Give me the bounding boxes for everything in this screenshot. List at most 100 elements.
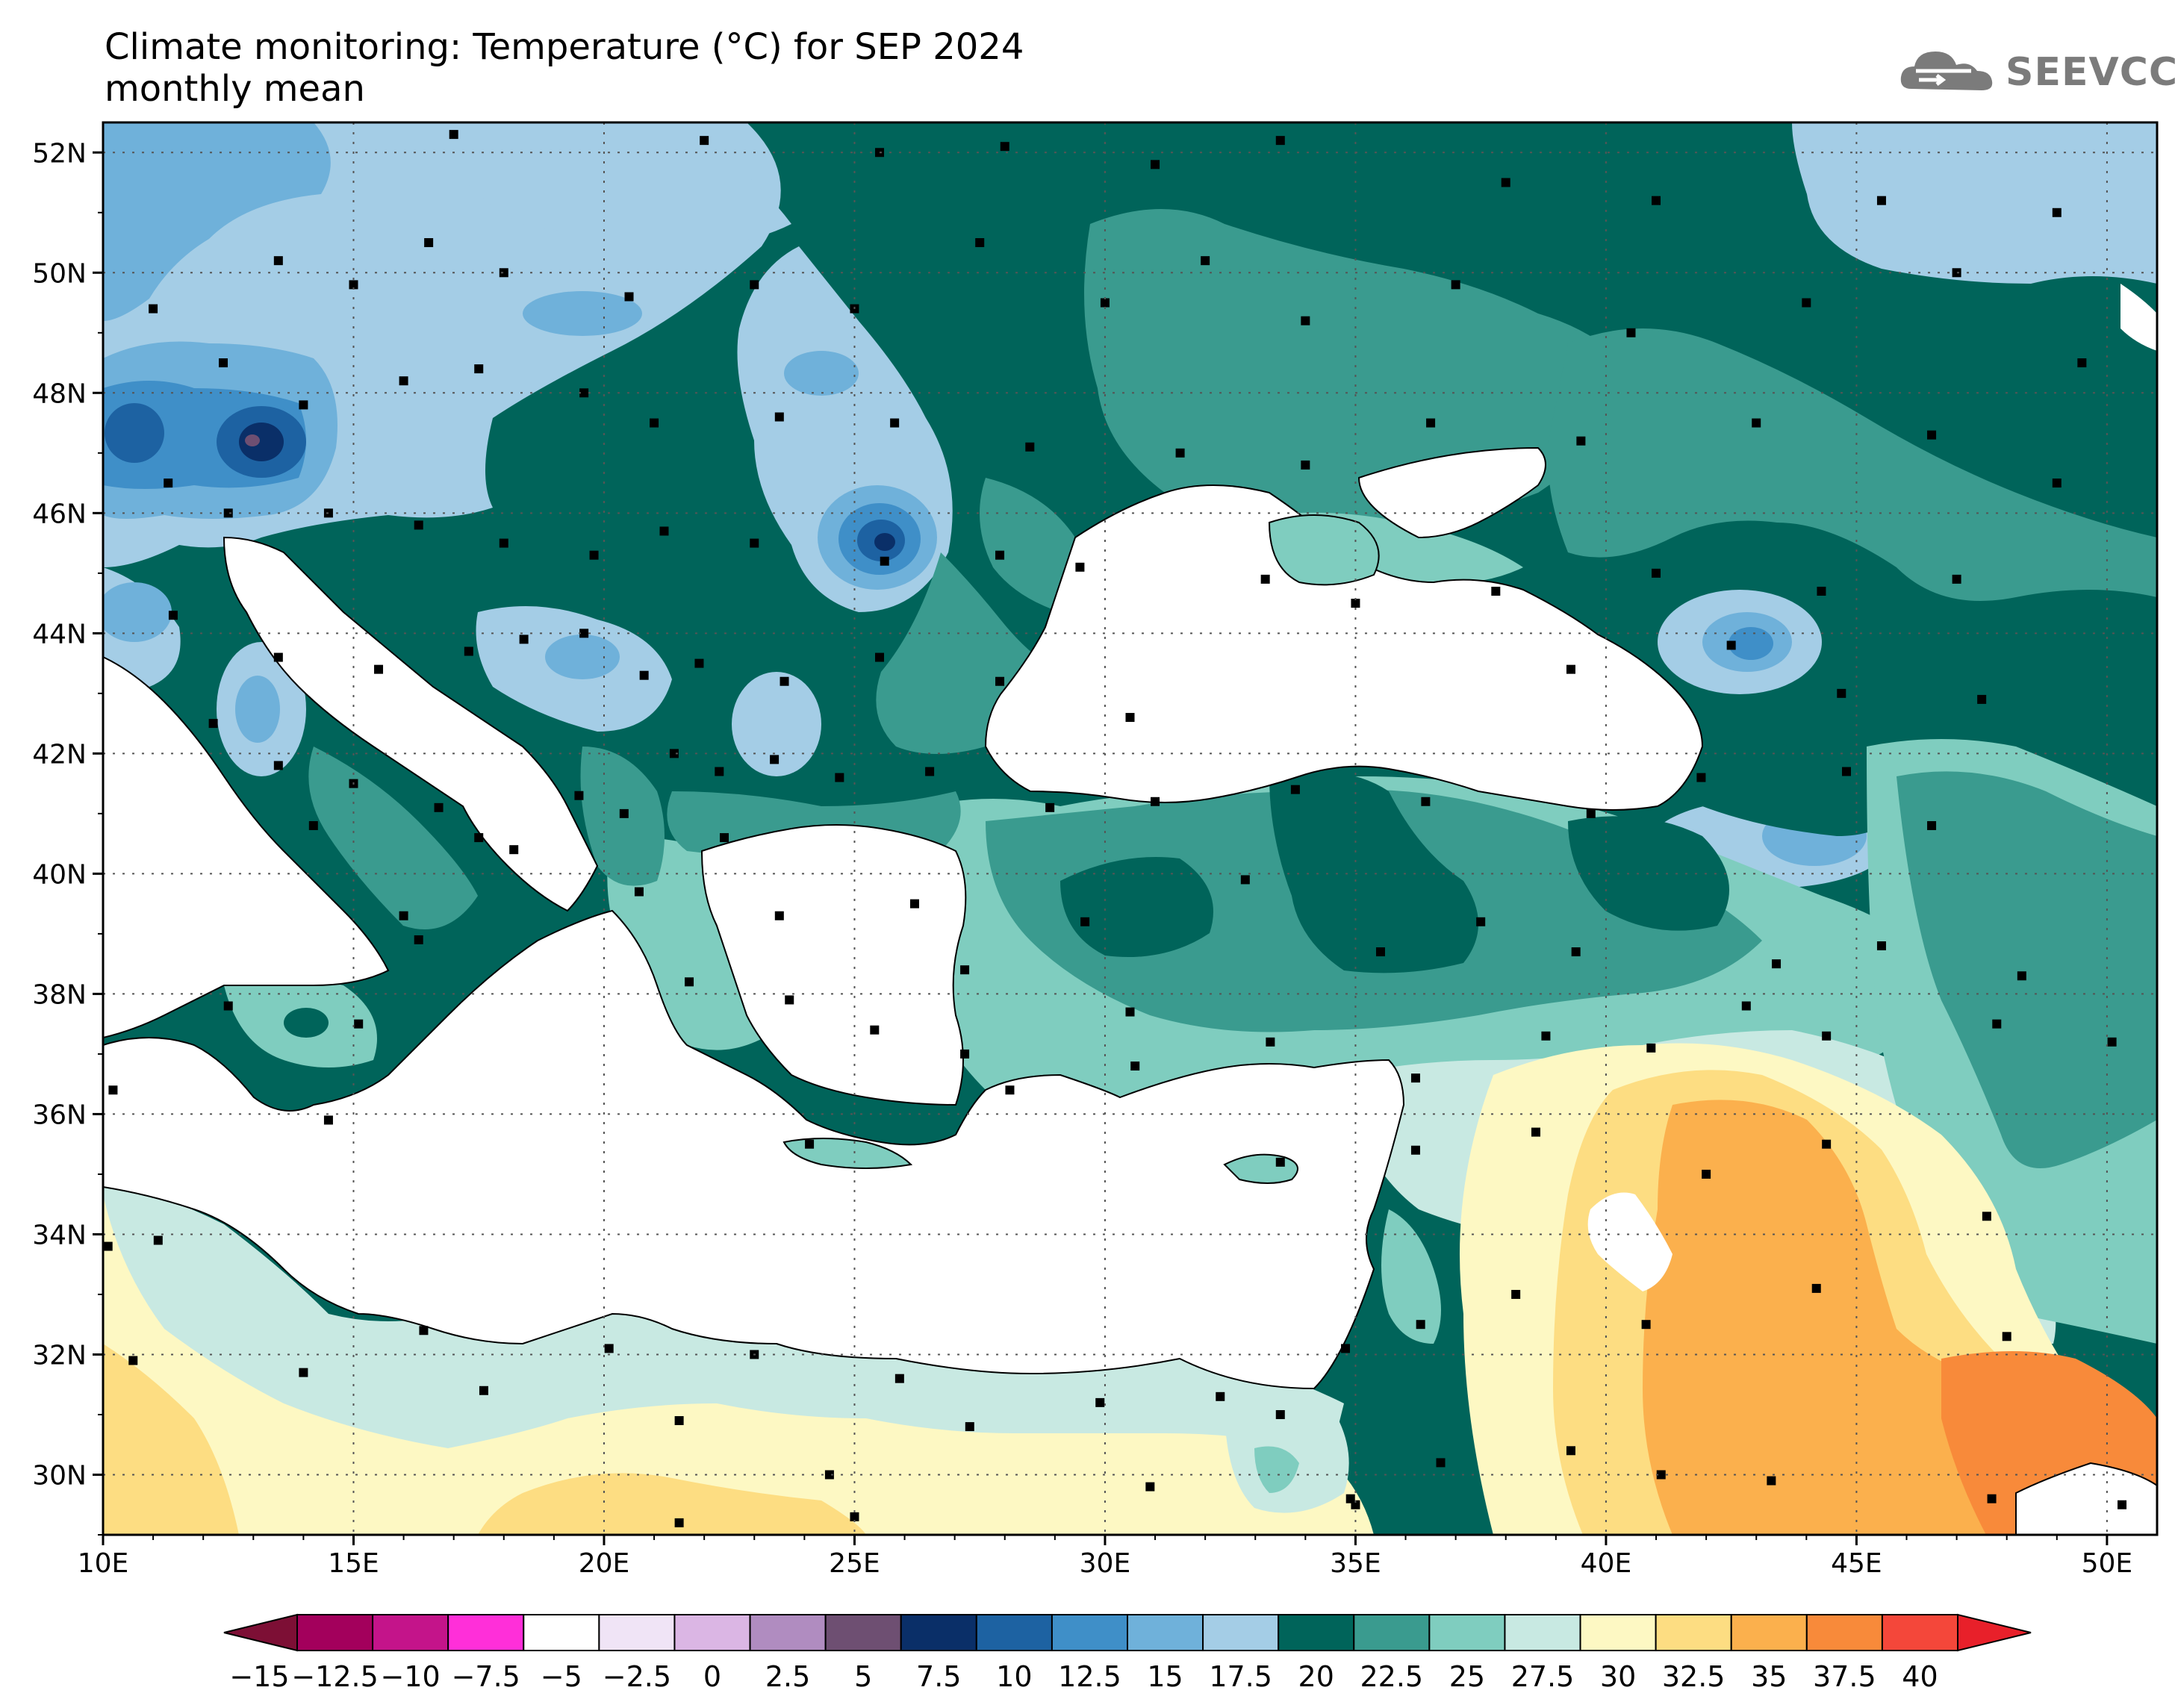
lat-tick-label: 52N — [32, 138, 87, 169]
colorbar-label: 7.5 — [916, 1660, 961, 1693]
colorbar-swatch — [1127, 1614, 1204, 1651]
colorbar-swatch — [975, 1614, 1053, 1651]
station-marker — [1656, 1470, 1666, 1480]
station-marker — [479, 1386, 488, 1395]
station-marker — [164, 479, 173, 488]
station-marker — [2107, 1037, 2117, 1047]
station-marker — [1811, 1283, 1821, 1293]
station-marker — [604, 1344, 614, 1353]
station-marker — [1702, 1169, 1711, 1179]
station-marker — [715, 767, 724, 776]
colorbar-swatch — [447, 1614, 525, 1651]
station-marker — [639, 670, 649, 680]
station-marker — [659, 526, 669, 536]
station-marker — [349, 280, 358, 290]
colorbar-swatch — [1730, 1614, 1808, 1651]
station-marker — [1982, 1212, 1991, 1221]
station-marker — [1075, 562, 1085, 572]
region-swiss-7 — [105, 403, 164, 463]
colorbar-swatch — [372, 1614, 449, 1651]
station-marker — [223, 508, 233, 518]
station-marker — [1476, 917, 1486, 926]
station-marker — [2017, 971, 2026, 981]
region-syria-white — [1587, 1192, 1673, 1291]
station-marker — [374, 664, 384, 674]
region-italy-south-20 — [308, 747, 478, 929]
station-marker — [128, 1356, 138, 1365]
station-marker — [1275, 1157, 1285, 1167]
station-marker — [1491, 586, 1501, 596]
station-marker — [1025, 442, 1035, 452]
lat-tick-label: 38N — [32, 979, 87, 1010]
sea-azov — [1357, 446, 1546, 539]
station-marker — [1100, 298, 1110, 308]
station-marker — [1240, 875, 1250, 885]
station-marker — [574, 791, 584, 800]
region-moldova-20 — [980, 478, 1080, 612]
station-marker — [1652, 568, 1661, 578]
station-marker — [509, 845, 519, 855]
station-marker — [1726, 640, 1736, 650]
station-marker — [894, 1374, 904, 1383]
colorbar-label: 12.5 — [1058, 1660, 1121, 1693]
station-marker — [824, 1470, 834, 1480]
station-marker — [1576, 436, 1586, 446]
station-marker — [2002, 1332, 2011, 1341]
station-marker — [223, 1001, 233, 1011]
region-iran-20 — [1896, 771, 2157, 1168]
station-marker — [1822, 1139, 1832, 1149]
colorbar-label: −7.5 — [452, 1660, 520, 1693]
colorbar-label: 20 — [1298, 1660, 1334, 1693]
station-marker — [414, 520, 423, 530]
lat-tick-label: 48N — [32, 378, 87, 409]
colorbar-swatch — [900, 1614, 977, 1651]
colorbar-label: 37.5 — [1813, 1660, 1876, 1693]
station-marker — [1822, 1031, 1832, 1041]
station-marker — [909, 899, 919, 908]
station-marker — [419, 1326, 429, 1335]
station-marker — [2052, 208, 2062, 217]
logo-text: SEEVCCC — [2006, 50, 2175, 95]
colorbar-label: 40 — [1902, 1660, 1938, 1693]
colorbar-swatch — [1805, 1614, 1883, 1651]
station-marker — [700, 136, 709, 146]
station-marker — [1927, 430, 1937, 440]
station-marker — [685, 977, 694, 987]
colorbar-swatch — [296, 1614, 374, 1651]
station-marker — [1586, 808, 1596, 818]
station-marker — [1571, 947, 1581, 957]
region-russia-ne-15 — [1792, 122, 2157, 284]
colorbar-swatch — [824, 1614, 902, 1651]
region-slovakia-12 — [523, 291, 642, 336]
region-carp-north-12 — [784, 351, 859, 396]
station-marker — [1410, 1145, 1420, 1155]
colorbar-label: 10 — [996, 1660, 1032, 1693]
region-caucasus-10 — [1729, 627, 1773, 660]
station-marker — [449, 130, 458, 140]
latitude-axis: 30N 32N 34N 36N 38N 40N 42N 44N 46N 48N 50N 52N — [32, 138, 103, 1536]
colorbar-swatch — [1353, 1614, 1431, 1651]
region-apennine-12 — [103, 582, 172, 642]
station-marker — [1130, 1062, 1140, 1071]
map-frame — [102, 121, 2159, 1536]
station-marker — [1301, 316, 1310, 325]
land-crimea — [1268, 514, 1380, 586]
station-marker — [2118, 1500, 2127, 1509]
station-marker — [219, 358, 228, 368]
colorbar-label: −12.5 — [291, 1660, 378, 1693]
lat-tick-label: 44N — [32, 619, 87, 649]
station-marker — [273, 761, 283, 770]
station-marker — [674, 1518, 684, 1527]
station-marker — [634, 887, 644, 897]
colorbar-label: 17.5 — [1209, 1660, 1272, 1693]
station-marker — [850, 1512, 859, 1521]
station-marker — [1752, 418, 1761, 428]
map-subtitle: monthly mean — [105, 68, 365, 110]
station-marker — [624, 292, 634, 302]
station-marker — [1436, 1458, 1446, 1468]
station-marker — [880, 556, 889, 566]
station-marker — [770, 755, 780, 764]
station-marker — [589, 550, 599, 560]
station-marker — [890, 418, 900, 428]
station-marker — [1416, 1320, 1425, 1330]
